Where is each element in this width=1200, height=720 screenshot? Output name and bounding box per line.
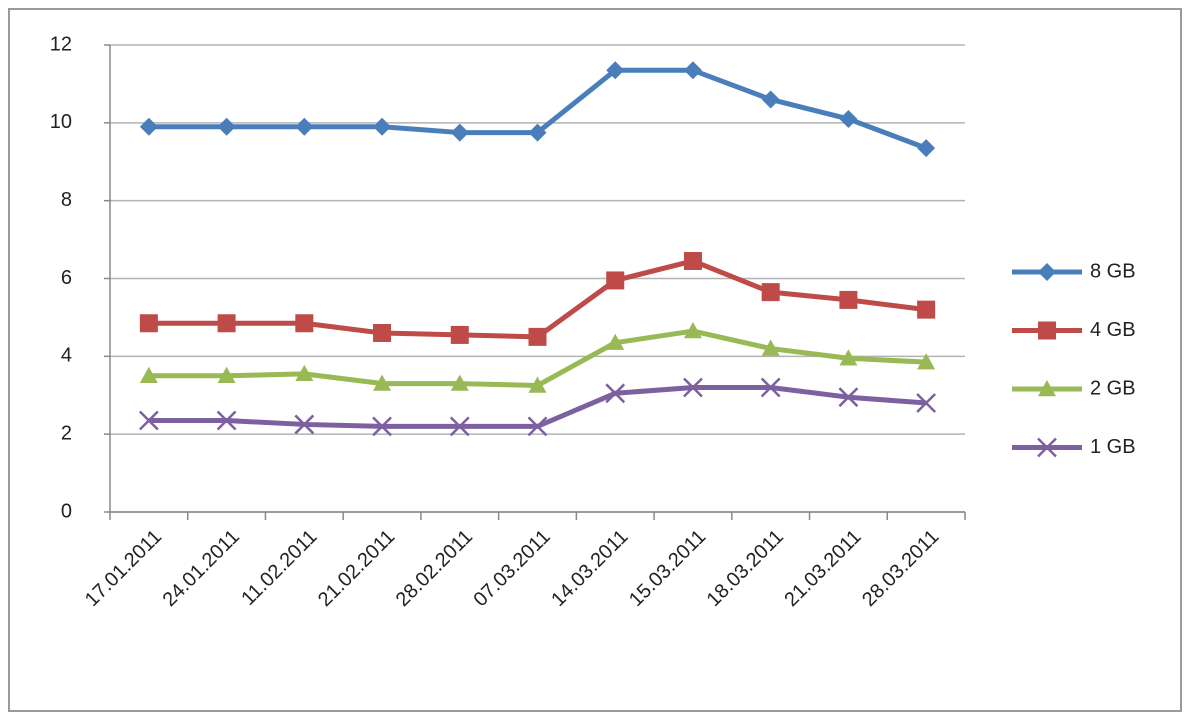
y-tick-label: 0 bbox=[61, 500, 72, 522]
point-marker bbox=[606, 271, 625, 290]
point-marker bbox=[217, 314, 236, 333]
point-marker bbox=[683, 377, 703, 398]
legend-marker bbox=[1037, 437, 1057, 458]
point-marker bbox=[373, 323, 392, 342]
point-marker bbox=[683, 322, 702, 339]
point-marker bbox=[761, 90, 780, 109]
point-marker bbox=[217, 117, 236, 136]
legend-marker bbox=[1038, 380, 1056, 397]
point-marker bbox=[838, 387, 859, 408]
point-marker bbox=[138, 410, 159, 431]
legend-label: 8 GB bbox=[1090, 260, 1136, 282]
point-marker bbox=[216, 410, 237, 431]
point-marker bbox=[839, 109, 858, 128]
point-marker bbox=[295, 364, 314, 382]
point-marker bbox=[761, 339, 780, 356]
point-marker bbox=[683, 251, 702, 270]
point-marker bbox=[606, 333, 625, 350]
legend-label: 4 GB bbox=[1090, 319, 1136, 341]
point-marker bbox=[450, 325, 469, 344]
legend-marker bbox=[1038, 321, 1056, 340]
point-marker bbox=[683, 61, 702, 80]
point-marker bbox=[449, 416, 470, 437]
point-marker bbox=[373, 374, 392, 391]
y-tick-label: 12 bbox=[50, 33, 72, 55]
point-marker bbox=[294, 414, 315, 435]
point-marker bbox=[528, 327, 547, 346]
point-marker bbox=[917, 139, 936, 158]
point-marker bbox=[761, 283, 780, 302]
point-marker bbox=[139, 314, 158, 333]
point-marker bbox=[916, 393, 937, 413]
y-tick-label: 10 bbox=[50, 111, 72, 133]
point-marker bbox=[839, 349, 858, 366]
point-marker bbox=[839, 290, 858, 309]
point-marker bbox=[760, 377, 781, 398]
legend-label: 1 GB bbox=[1090, 436, 1136, 458]
point-marker bbox=[606, 61, 625, 80]
point-marker bbox=[527, 416, 548, 437]
point-marker bbox=[295, 117, 314, 136]
y-tick-label: 8 bbox=[61, 189, 72, 211]
point-marker bbox=[528, 123, 547, 142]
point-marker bbox=[917, 353, 936, 370]
point-marker bbox=[450, 123, 469, 142]
point-marker bbox=[295, 314, 314, 333]
point-marker bbox=[917, 300, 936, 319]
point-marker bbox=[528, 376, 547, 393]
point-marker bbox=[605, 383, 626, 404]
y-tick-label: 4 bbox=[61, 345, 72, 367]
legend-marker bbox=[1038, 263, 1056, 281]
y-tick-label: 2 bbox=[61, 422, 72, 444]
point-marker bbox=[373, 117, 392, 136]
y-tick-label: 6 bbox=[61, 267, 72, 289]
point-marker bbox=[217, 366, 236, 383]
chart-border bbox=[8, 8, 1182, 712]
legend-label: 2 GB bbox=[1090, 377, 1136, 399]
point-marker bbox=[372, 416, 392, 437]
point-marker bbox=[139, 117, 158, 136]
point-marker bbox=[450, 374, 469, 391]
point-marker bbox=[139, 366, 158, 383]
